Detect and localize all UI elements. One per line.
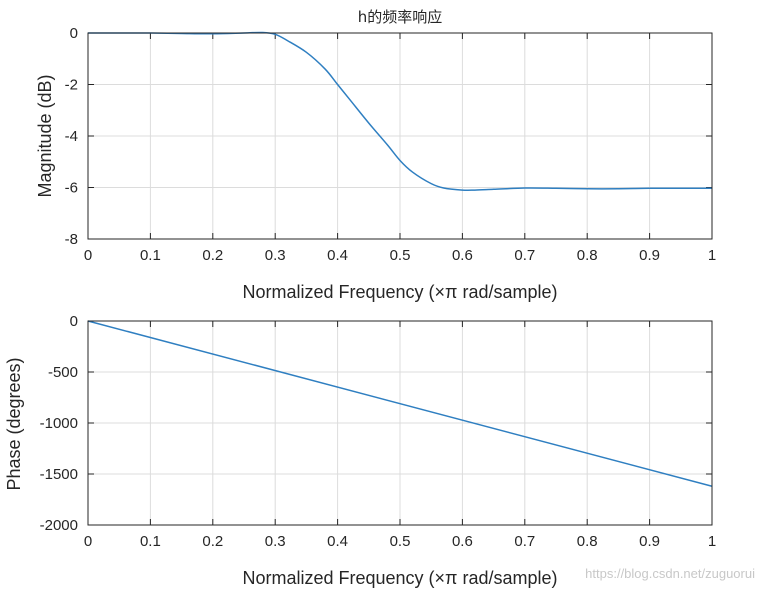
magnitude-xtick-label: 1: [708, 247, 716, 264]
phase-xlabel: Normalized Frequency (×π rad/sample): [242, 568, 557, 588]
magnitude-xtick-label: 0.6: [452, 247, 473, 264]
magnitude-ylabel: Magnitude (dB): [35, 74, 55, 197]
magnitude-title: h的频率响应: [358, 8, 443, 26]
phase-ytick-label: -2000: [40, 517, 78, 534]
phase-subplot: 0 0.1 0.2 0.3 0.4 0.5 0.6 0.7 0.8 0.9 1 0 -500 -1000 -…: [4, 313, 716, 588]
magnitude-ticks: 0 0.1 0.2 0.3 0.4 0.5 0.6 0.7 0.8 0.9 1 0 -2 -4 -6 -8: [65, 25, 717, 264]
magnitude-ytick-label: -4: [65, 128, 78, 145]
magnitude-axes-frame: [87, 32, 713, 240]
magnitude-xtick-label: 0.7: [514, 247, 535, 264]
phase-xtick-label: 0.2: [202, 533, 223, 550]
magnitude-xtick-label: 0: [84, 247, 92, 264]
phase-ytick-label: 0: [70, 313, 78, 330]
phase-xtick-label: 0.3: [265, 533, 286, 550]
phase-ytick-label: -1000: [40, 415, 78, 432]
magnitude-ytick-label: -2: [65, 77, 78, 94]
phase-line: [87, 320, 713, 487]
magnitude-ytick-label: -8: [65, 231, 78, 248]
phase-ticks: 0 0.1 0.2 0.3 0.4 0.5 0.6 0.7 0.8 0.9 1 0 -500 -1000 -…: [40, 313, 717, 550]
phase-xtick-label: 0.1: [140, 533, 161, 550]
magnitude-xtick-label: 0.4: [327, 247, 348, 264]
phase-ylabel: Phase (degrees): [4, 357, 24, 490]
phase-xtick-label: 0.8: [577, 533, 598, 550]
phase-xtick-label: 0.5: [390, 533, 411, 550]
watermark: https://blog.csdn.net/zuguorui: [585, 566, 755, 581]
magnitude-xtick-label: 0.2: [202, 247, 223, 264]
phase-xtick-label: 0: [84, 533, 92, 550]
phase-axes-frame: [87, 320, 713, 526]
magnitude-ytick-label: -6: [65, 180, 78, 197]
phase-xtick-label: 0.6: [452, 533, 473, 550]
phase-ytick-label: -1500: [40, 466, 78, 483]
phase-ytick-label: -500: [48, 364, 78, 381]
magnitude-xtick-label: 0.1: [140, 247, 161, 264]
phase-xtick-label: 0.4: [327, 533, 348, 550]
magnitude-xlabel: Normalized Frequency (×π rad/sample): [242, 282, 557, 302]
phase-xtick-label: 0.9: [639, 533, 660, 550]
phase-xtick-label: 1: [708, 533, 716, 550]
magnitude-xtick-label: 0.8: [577, 247, 598, 264]
phase-xtick-label: 0.7: [514, 533, 535, 550]
magnitude-ytick-label: 0: [70, 25, 78, 42]
magnitude-subplot: 0 0.1 0.2 0.3 0.4 0.5 0.6 0.7 0.8 0.9 1 0 -2 -4 -6 -8 h…: [35, 8, 716, 302]
magnitude-xtick-label: 0.9: [639, 247, 660, 264]
magnitude-xtick-label: 0.5: [390, 247, 411, 264]
magnitude-xtick-label: 0.3: [265, 247, 286, 264]
